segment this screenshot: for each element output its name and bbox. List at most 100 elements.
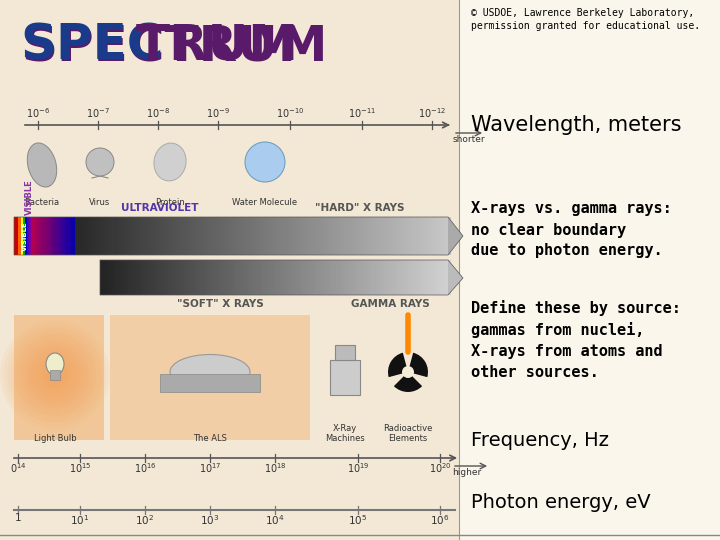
Bar xyxy=(274,217,276,255)
Bar xyxy=(186,217,189,255)
Bar xyxy=(161,260,163,295)
Bar xyxy=(402,217,405,255)
Bar xyxy=(435,217,438,255)
Bar xyxy=(243,217,246,255)
Text: Photon energy, eV: Photon energy, eV xyxy=(471,492,651,511)
Circle shape xyxy=(32,352,78,398)
Bar xyxy=(256,217,258,255)
Bar xyxy=(396,217,398,255)
Bar xyxy=(436,260,439,295)
Bar xyxy=(99,217,102,255)
Circle shape xyxy=(7,327,103,423)
Bar xyxy=(102,260,105,295)
Bar xyxy=(258,260,261,295)
Bar xyxy=(366,260,369,295)
Bar xyxy=(158,260,161,295)
Text: Bacteria: Bacteria xyxy=(24,198,60,207)
Bar xyxy=(284,260,287,295)
Bar xyxy=(224,260,227,295)
Bar xyxy=(343,260,346,295)
Bar xyxy=(119,260,122,295)
Text: GAMMA RAYS: GAMMA RAYS xyxy=(351,299,429,309)
Bar xyxy=(269,217,272,255)
Bar xyxy=(294,260,297,295)
Bar xyxy=(194,260,197,295)
Circle shape xyxy=(29,349,81,401)
Bar xyxy=(382,260,385,295)
Bar xyxy=(292,260,294,295)
Bar xyxy=(438,260,441,295)
Bar xyxy=(446,260,449,295)
Bar xyxy=(357,260,360,295)
Bar xyxy=(23,217,25,255)
Bar xyxy=(268,260,271,295)
Bar xyxy=(125,217,128,255)
Bar xyxy=(42,217,45,255)
Bar xyxy=(420,217,423,255)
Text: SPECTRUM: SPECTRUM xyxy=(21,23,328,71)
Bar xyxy=(219,217,222,255)
Text: Water Molecule: Water Molecule xyxy=(233,198,297,207)
Bar xyxy=(233,260,236,295)
Text: $10^4$: $10^4$ xyxy=(265,513,284,527)
Bar xyxy=(189,217,191,255)
Circle shape xyxy=(11,330,99,419)
Bar xyxy=(219,260,222,295)
Bar xyxy=(243,260,246,295)
Circle shape xyxy=(4,323,107,427)
Bar xyxy=(128,260,131,295)
Bar xyxy=(108,217,110,255)
Bar xyxy=(333,217,335,255)
Bar xyxy=(392,260,395,295)
Bar xyxy=(324,260,327,295)
Bar xyxy=(398,217,400,255)
Bar xyxy=(34,217,36,255)
Bar xyxy=(110,217,112,255)
Bar xyxy=(418,260,420,295)
Bar xyxy=(266,260,269,295)
Bar xyxy=(123,260,126,295)
Bar xyxy=(207,260,210,295)
Bar xyxy=(399,260,402,295)
Bar xyxy=(81,217,84,255)
Bar xyxy=(384,217,387,255)
Bar xyxy=(191,217,194,255)
Bar xyxy=(356,217,359,255)
Bar xyxy=(331,260,334,295)
Text: $10^5$: $10^5$ xyxy=(348,513,368,527)
Bar xyxy=(19,217,21,255)
Bar xyxy=(448,260,451,295)
Bar xyxy=(40,217,43,255)
Bar xyxy=(424,217,427,255)
Bar xyxy=(147,217,150,255)
Bar xyxy=(348,217,351,255)
Bar xyxy=(390,260,392,295)
Bar xyxy=(156,260,159,295)
Circle shape xyxy=(46,367,63,383)
Bar xyxy=(138,260,140,295)
Bar xyxy=(117,217,120,255)
Bar xyxy=(191,260,194,295)
Text: $10^3$: $10^3$ xyxy=(200,513,220,527)
Bar xyxy=(372,217,374,255)
Bar xyxy=(77,217,80,255)
Bar xyxy=(121,217,124,255)
Text: $10^6$: $10^6$ xyxy=(431,513,450,527)
Bar xyxy=(429,260,432,295)
Bar xyxy=(38,217,40,255)
Bar xyxy=(221,217,224,255)
Bar xyxy=(441,260,444,295)
Bar xyxy=(287,260,289,295)
Bar xyxy=(338,260,341,295)
Bar xyxy=(448,217,451,255)
Bar xyxy=(156,217,158,255)
Bar xyxy=(230,217,233,255)
Bar xyxy=(282,260,285,295)
Bar xyxy=(127,217,130,255)
Bar xyxy=(62,217,65,255)
Bar xyxy=(410,260,413,295)
Bar xyxy=(166,260,168,295)
Bar xyxy=(228,260,231,295)
Bar xyxy=(275,260,278,295)
Bar xyxy=(446,217,449,255)
